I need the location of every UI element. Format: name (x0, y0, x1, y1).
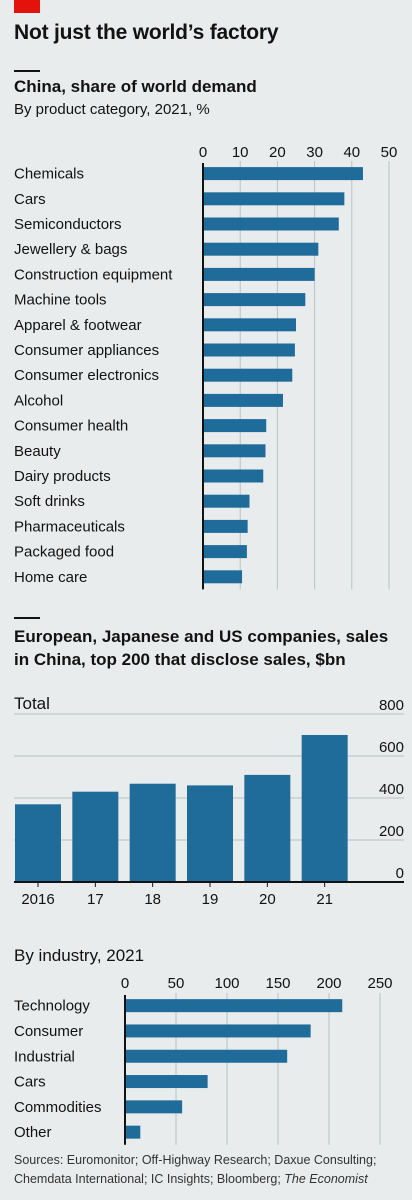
category-label: Chemicals (14, 166, 84, 183)
bar (203, 217, 339, 231)
x-tick-label: 200 (316, 975, 341, 992)
chart2-title-line2: in China, top 200 that disclose sales, $… (14, 650, 346, 669)
category-label: Soft drinks (14, 493, 85, 510)
x-tick-label: 19 (202, 891, 219, 908)
x-tick-label: 20 (269, 144, 286, 161)
bar (125, 1049, 288, 1063)
category-label: Apparel & footwear (14, 317, 142, 334)
category-label: Consumer health (14, 418, 128, 435)
brand-red-tag (14, 0, 40, 13)
category-label: Technology (14, 998, 90, 1015)
total-sales-chart: 0 200 400 600 800 2016 17 18 19 20 21 (14, 697, 404, 908)
bar (187, 785, 233, 882)
category-label: Cars (14, 1074, 46, 1091)
bar (203, 368, 293, 382)
x-tick-label: 30 (306, 144, 323, 161)
x-tick-label: 20 (259, 891, 276, 908)
category-label: Semiconductors (14, 216, 122, 233)
category-label: Cars (14, 191, 46, 208)
bar (125, 1125, 141, 1139)
category-label: Home care (14, 569, 87, 586)
main-title: Not just the world’s factory (14, 21, 279, 44)
category-label: Jewellery & bags (14, 241, 127, 258)
category-label: Consumer appliances (14, 342, 159, 359)
category-label: Dairy products (14, 468, 111, 485)
y-tick-label: 400 (379, 781, 404, 798)
bar (125, 1075, 208, 1089)
bar (203, 343, 295, 357)
x-tick-label: 250 (367, 975, 392, 992)
x-tick-label: 0 (121, 975, 129, 992)
bar (203, 242, 319, 256)
total-panel-label: Total (14, 694, 50, 713)
section-rule (14, 617, 40, 619)
category-label: Consumer electronics (14, 367, 159, 384)
bar (203, 267, 315, 281)
category-label: Machine tools (14, 292, 107, 309)
category-label: Commodities (14, 1099, 102, 1116)
industry-sales-chart: 0 50 100 150 200 250 Technology Consumer Industr… (14, 975, 393, 1145)
bar (203, 293, 306, 307)
source-publication: The Economist (284, 1172, 368, 1186)
category-label: Other (14, 1124, 52, 1141)
x-tick-label: 2016 (21, 891, 54, 908)
source-text: Sources: Euromonitor; Off-Highway Resear… (14, 1153, 377, 1186)
bar (129, 783, 176, 882)
bar (203, 419, 267, 433)
chart1-subtitle: By product category, 2021, % (14, 101, 210, 118)
x-tick-label: 17 (87, 891, 104, 908)
section-rule (14, 70, 40, 72)
x-tick-label: 150 (265, 975, 290, 992)
category-label: Packaged food (14, 544, 114, 561)
category-label: Construction equipment (14, 266, 173, 283)
bar (203, 494, 250, 508)
x-tick-label: 40 (343, 144, 360, 161)
x-tick-label: 50 (381, 144, 398, 161)
x-tick-label: 21 (316, 891, 333, 908)
bar (203, 318, 296, 332)
bar (125, 999, 343, 1013)
x-tick-label: 18 (144, 891, 161, 908)
bar (125, 1100, 183, 1114)
bar (203, 519, 248, 533)
bar (203, 192, 345, 206)
bar (203, 570, 243, 584)
chart1-title: China, share of world demand (14, 77, 257, 96)
bar (203, 393, 283, 407)
x-tick-label: 50 (168, 975, 185, 992)
bar (203, 444, 266, 458)
bar (72, 791, 119, 882)
bar (203, 167, 363, 181)
category-label: Pharmaceuticals (14, 518, 125, 535)
y-tick-label: 800 (379, 697, 404, 714)
y-tick-label: 200 (379, 823, 404, 840)
demand-share-chart: 0 10 20 30 40 50 Chemicals Cars Semiconductors Je… (14, 144, 398, 590)
source-note: Sources: Euromonitor; Off-Highway Resear… (14, 1151, 406, 1189)
x-tick-label: 0 (199, 144, 207, 161)
x-tick-label: 10 (232, 144, 249, 161)
y-tick-label: 600 (379, 739, 404, 756)
category-label: Beauty (14, 443, 61, 460)
y-tick-label: 0 (396, 865, 404, 882)
bar (203, 469, 264, 483)
bar (244, 774, 291, 882)
category-label: Consumer (14, 1023, 83, 1040)
bar (203, 545, 247, 559)
x-tick-label: 100 (214, 975, 239, 992)
chart2-title-line1: European, Japanese and US companies, sal… (14, 627, 389, 646)
category-label: Alcohol (14, 392, 63, 409)
category-label: Industrial (14, 1048, 75, 1065)
industry-panel-label: By industry, 2021 (14, 946, 145, 965)
bar (15, 804, 61, 882)
bar (125, 1024, 311, 1038)
bar (301, 735, 348, 882)
